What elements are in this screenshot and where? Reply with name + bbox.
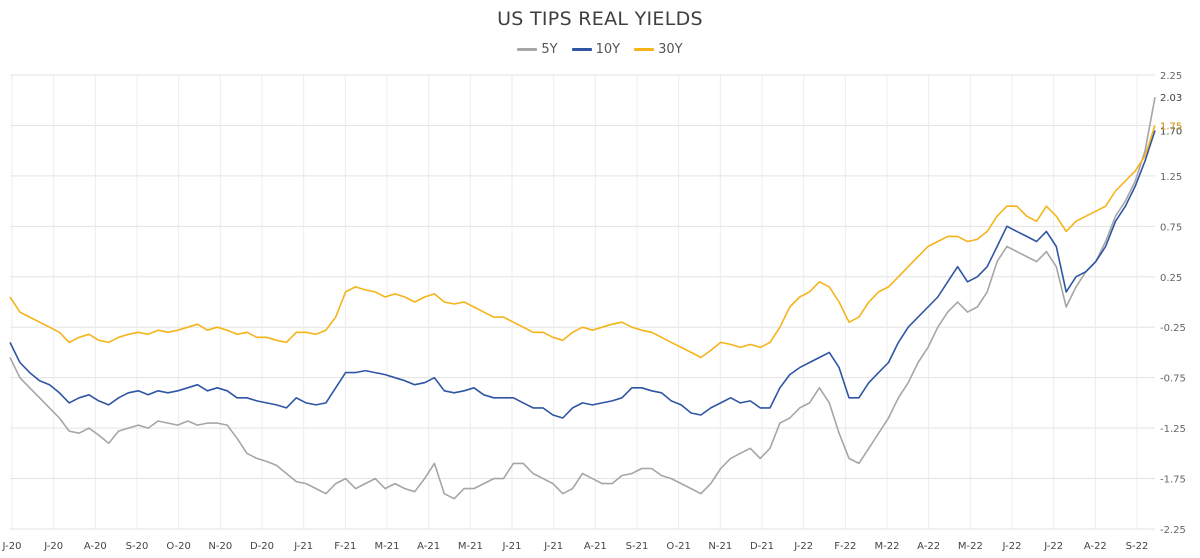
y-tick-label: -0.25 (1160, 323, 1186, 334)
x-tick-label: J-21 (502, 541, 522, 552)
legend-swatch-10y (571, 48, 592, 51)
x-tick-label: A-21 (584, 541, 607, 552)
y-tick-label: 1.75 (1160, 121, 1182, 132)
x-tick-label: J-22 (793, 541, 813, 552)
x-tick-label: A-21 (417, 541, 440, 552)
legend-swatch-30y (634, 48, 655, 51)
y-tick-label: -2.25 (1160, 525, 1186, 536)
x-tick-label: J-20 (2, 541, 22, 552)
legend-label-30y: 30Y (658, 42, 683, 57)
x-tick-label: J-20 (43, 541, 63, 552)
x-tick-label: S-21 (626, 541, 649, 552)
x-tick-label: A-20 (84, 541, 107, 552)
y-tick-label: 1.25 (1160, 172, 1182, 183)
end-value-label-10y: 1.70 (1160, 126, 1182, 137)
x-tick-label: M-21 (458, 541, 483, 552)
end-value-label-5y: 2.03 (1160, 93, 1182, 104)
x-tick-label: A-22 (1084, 541, 1107, 552)
x-tick-label: N-20 (208, 541, 232, 552)
y-tick-label: -0.75 (1160, 374, 1186, 385)
x-tick-label: M-22 (875, 541, 900, 552)
x-tick-label: F-21 (334, 541, 356, 552)
y-tick-label: 0.75 (1160, 222, 1182, 233)
chart-title: US TIPS REAL YIELDS (497, 8, 703, 30)
end-value-label-30y: 1.75 (1160, 121, 1182, 132)
y-tick-label: 0.25 (1160, 273, 1182, 284)
legend-item-5y[interactable]: 5Y (517, 42, 558, 57)
x-tick-label: J-22 (1043, 541, 1063, 552)
x-tick-label: O-20 (166, 541, 190, 552)
x-tick-label: O-21 (666, 541, 690, 552)
x-tick-label: D-21 (750, 541, 774, 552)
y-tick-label: -1.25 (1160, 424, 1186, 435)
x-tick-label: N-21 (708, 541, 732, 552)
legend-item-10y[interactable]: 10Y (571, 42, 621, 57)
legend-label-5y: 5Y (541, 42, 558, 57)
x-tick-label: J-21 (293, 541, 313, 552)
chart-legend: 5Y 10Y 30Y (0, 42, 1200, 57)
legend-swatch-5y (517, 48, 538, 51)
series-line-5y (9, 97, 1156, 500)
y-tick-label: 2.25 (1160, 71, 1182, 82)
x-tick-label: F-22 (834, 541, 856, 552)
x-tick-label: S-22 (1126, 541, 1149, 552)
series-line-10y (9, 130, 1156, 419)
x-tick-label: J-21 (543, 541, 563, 552)
legend-label-10y: 10Y (595, 42, 621, 57)
x-tick-label: S-20 (126, 541, 149, 552)
x-tick-label: A-22 (917, 541, 940, 552)
x-tick-label: D-20 (250, 541, 274, 552)
series-line-30y (9, 125, 1156, 359)
x-tick-label: J-22 (1002, 541, 1022, 552)
legend-item-30y[interactable]: 30Y (634, 42, 683, 57)
y-tick-label: -1.75 (1160, 475, 1186, 486)
x-tick-label: M-21 (375, 541, 400, 552)
x-tick-label: M-22 (958, 541, 983, 552)
